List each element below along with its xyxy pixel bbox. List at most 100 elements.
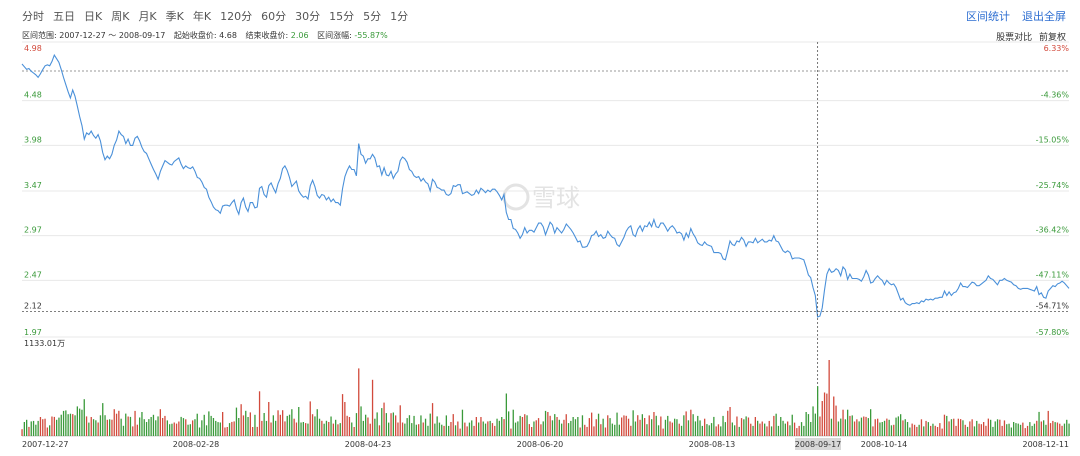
- volume-bar: [311, 414, 314, 436]
- volume-bar: [192, 420, 194, 436]
- tab-yearly-k[interactable]: 年K: [192, 10, 212, 23]
- volume-bar: [708, 425, 710, 436]
- watermark-logo-icon: [502, 183, 530, 211]
- chart-options: 股票对比 前复权: [992, 30, 1066, 43]
- volume-bar: [671, 422, 673, 436]
- volume-bar: [706, 424, 708, 436]
- tab-60min[interactable]: 60分: [261, 10, 287, 23]
- volume-bar: [561, 423, 563, 436]
- volume-bar: [962, 420, 964, 436]
- percent-tick-label: -54.71%: [1036, 302, 1070, 311]
- price-tick-label: 2.47: [24, 270, 42, 279]
- start-close-label: 起始收盘价:: [173, 31, 217, 40]
- volume-bar: [125, 413, 127, 436]
- tab-1min[interactable]: 1分: [390, 10, 409, 23]
- volume-bar: [800, 422, 803, 436]
- tab-15min[interactable]: 15分: [329, 10, 355, 23]
- volume-bar: [348, 417, 351, 436]
- tab-5day[interactable]: 五日: [53, 10, 75, 23]
- range-stats-button[interactable]: 区间统计: [966, 10, 1010, 23]
- volume-bar: [390, 413, 392, 436]
- end-close-value: 2.06: [290, 31, 309, 40]
- volume-bar: [454, 425, 457, 436]
- volume-bar: [67, 414, 69, 436]
- volume-bar: [381, 408, 383, 436]
- volume-bar: [657, 425, 660, 436]
- volume-bar: [171, 423, 173, 436]
- volume-bars: [21, 360, 1070, 436]
- adjust-mode-button[interactable]: 前复权: [1038, 33, 1066, 43]
- volume-bar: [680, 425, 683, 436]
- volume-bar: [934, 425, 936, 436]
- volume-bar: [727, 410, 729, 436]
- volume-bar: [1040, 421, 1042, 436]
- stock-compare-button[interactable]: 股票对比: [996, 33, 1033, 43]
- volume-bar: [814, 413, 816, 436]
- volume-bar: [1052, 420, 1054, 436]
- volume-bar: [764, 423, 766, 436]
- reference-price-line: [22, 70, 1069, 312]
- volume-bar: [305, 423, 307, 436]
- volume-bar: [339, 423, 341, 436]
- volume-bar: [1056, 422, 1059, 436]
- volume-bar: [849, 415, 851, 436]
- volume-bar: [104, 415, 106, 436]
- volume-bar: [897, 416, 899, 436]
- volume-bar: [980, 424, 982, 436]
- volume-bar: [625, 415, 627, 436]
- volume-bar: [74, 415, 76, 436]
- volume-bar: [295, 422, 298, 436]
- price-series-line: [21, 53, 1070, 318]
- volume-bar: [482, 421, 484, 436]
- tab-120min[interactable]: 120分: [220, 10, 253, 23]
- volume-bar: [475, 417, 477, 436]
- tab-weekly-k[interactable]: 周K: [111, 10, 130, 23]
- volume-bar: [92, 419, 95, 436]
- volume-bar: [217, 422, 219, 436]
- tab-daily-k[interactable]: 日K: [84, 10, 103, 23]
- volume-bar: [874, 419, 876, 436]
- volume-bar: [113, 409, 115, 436]
- volume-bar: [939, 423, 941, 436]
- volume-bar: [551, 420, 554, 436]
- volume-bar: [272, 415, 274, 436]
- volume-bar: [487, 421, 489, 436]
- volume-bar: [978, 423, 980, 436]
- volume-bar: [1054, 422, 1056, 436]
- volume-bar: [1010, 427, 1012, 436]
- volume-bar: [641, 414, 643, 436]
- tab-quarterly-k[interactable]: 季K: [165, 10, 184, 23]
- volume-bar: [860, 417, 863, 436]
- tab-30min[interactable]: 30分: [295, 10, 321, 23]
- volume-bar: [932, 423, 934, 436]
- volume-bar: [710, 423, 713, 436]
- volume-bar: [178, 421, 180, 436]
- volume-bar: [950, 419, 953, 436]
- volume-bar: [909, 427, 911, 436]
- volume-bar: [985, 425, 987, 436]
- volume-bar: [508, 411, 510, 436]
- volume-bar: [971, 419, 973, 436]
- volume-bar: [678, 423, 680, 436]
- tab-intraday[interactable]: 分时: [22, 10, 44, 23]
- volume-bar: [323, 423, 325, 436]
- volume-bar: [1001, 425, 1003, 436]
- volume-bar: [867, 418, 869, 436]
- percent-axis: 6.33% -4.36% -15.05% -25.74% -36.42% -47.11% -…: [1036, 44, 1070, 337]
- range-info-bar: 区间范围: 2007-12-27 ～ 2008-09-17 起始收盘价: 4.6…: [22, 30, 388, 41]
- tab-monthly-k[interactable]: 月K: [138, 10, 157, 23]
- volume-bar: [791, 414, 793, 436]
- volume-bar: [282, 410, 284, 436]
- volume-bar: [365, 414, 367, 436]
- volume-bar: [422, 422, 424, 436]
- volume-bar: [888, 419, 890, 436]
- volume-bar: [565, 414, 567, 436]
- volume-bar: [97, 422, 99, 436]
- volume-bar: [784, 423, 786, 436]
- tab-5min[interactable]: 5分: [363, 10, 382, 23]
- volume-bar: [567, 423, 570, 436]
- volume-bar: [893, 424, 895, 436]
- volume-bar: [768, 420, 770, 436]
- exit-fullscreen-button[interactable]: 退出全屏: [1022, 10, 1066, 23]
